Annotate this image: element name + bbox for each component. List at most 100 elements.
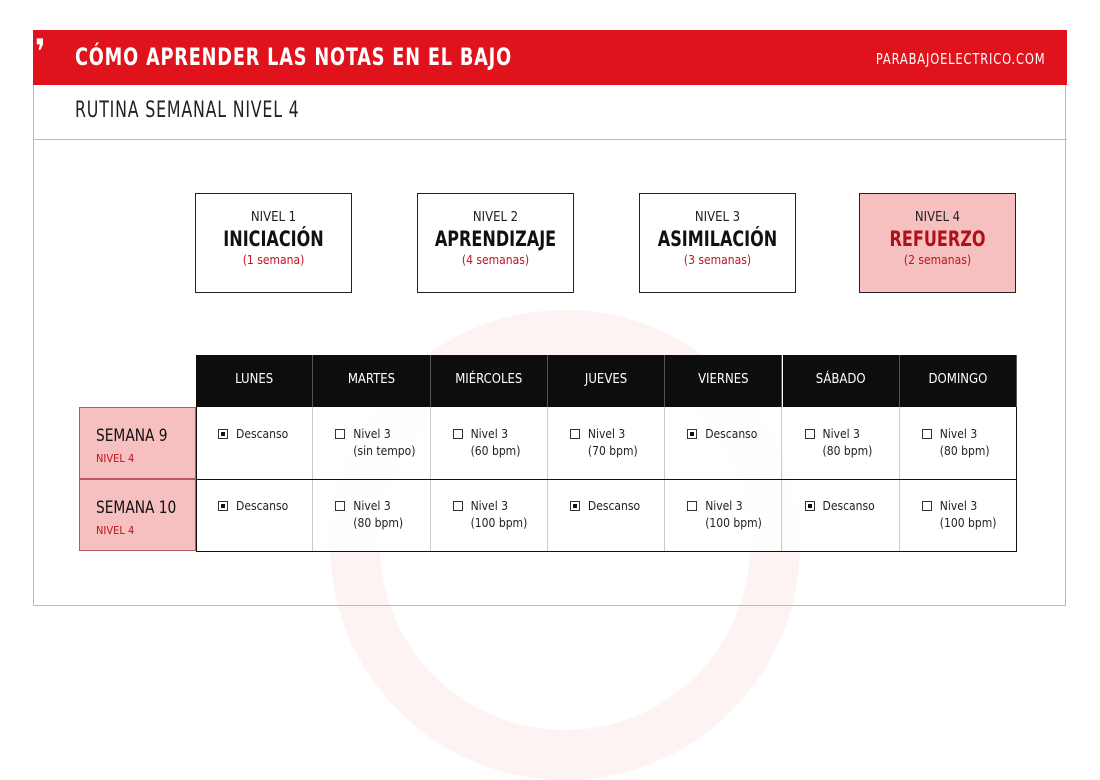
tempo: (80 bpm) [353, 516, 404, 530]
level-card: NIVEL 2 APRENDIZAJE (4 semanas) [417, 193, 574, 293]
checkbox[interactable] [804, 429, 815, 439]
day-header: LUNES [196, 355, 314, 407]
checkbox[interactable] [335, 501, 346, 511]
checkbox[interactable] [218, 429, 228, 439]
checkbox[interactable] [921, 429, 932, 439]
day-header: SÁBADO [782, 355, 900, 407]
schedule-cell: Nivel 3 (100 bpm) [899, 479, 1018, 551]
schedule-cell: Nivel 3 (100 bpm) [665, 479, 783, 551]
level-card: NIVEL 4 REFUERZO (2 semanas) [859, 193, 1016, 293]
checkbox[interactable] [218, 501, 228, 511]
level-card: NIVEL 3 ASIMILACIÓN (3 semanas) [639, 193, 796, 293]
cell-text: Descanso [823, 498, 875, 515]
level-name: APRENDIZAJE [434, 227, 557, 251]
schedule-cell: Nivel 3 (70 bpm) [547, 407, 666, 479]
row-divider [196, 479, 1017, 480]
cell-text: Nivel 3 (80 bpm) [823, 426, 873, 460]
week-level: NIVEL 4 [96, 452, 135, 465]
day-header: MARTES [313, 355, 431, 407]
schedule-cell: Descanso [782, 479, 900, 551]
activity: Descanso [236, 427, 289, 441]
level-name: INICIACIÓN [223, 227, 324, 251]
schedule-cell: Descanso [665, 407, 783, 479]
tempo: (60 bpm) [470, 444, 521, 458]
week-label: SEMANA 10 NIVEL 4 [79, 479, 196, 551]
tempo: (sin tempo) [353, 444, 416, 458]
bass-clef-icon: ❜ [35, 32, 46, 72]
activity: Descanso [236, 499, 289, 513]
checkbox[interactable] [452, 429, 463, 439]
cell-text: Nivel 3 (80 bpm) [353, 498, 403, 532]
level-duration: (1 semana) [242, 253, 305, 267]
checkbox[interactable] [452, 501, 463, 511]
checkbox[interactable] [687, 429, 698, 439]
activity: Nivel 3 [939, 499, 978, 513]
cell-text: Nivel 3 (sin tempo) [353, 426, 415, 460]
level-card: NIVEL 1 INICIACIÓN (1 semana) [195, 193, 352, 293]
checkbox[interactable] [921, 501, 932, 511]
site-link[interactable]: PARABAJOELECTRICO.COM [875, 50, 1045, 68]
schedule-cell: Descanso [547, 479, 666, 551]
activity: Nivel 3 [470, 499, 508, 513]
tempo: (70 bpm) [587, 444, 638, 458]
activity: Nivel 3 [470, 427, 508, 441]
schedule-cell: Descanso [196, 479, 314, 551]
schedule-cell: Nivel 3 (sin tempo) [313, 407, 431, 479]
activity: Nivel 3 [587, 427, 626, 441]
cell-text: Nivel 3 (60 bpm) [471, 426, 521, 460]
schedule-cell: Nivel 3 (80 bpm) [782, 407, 900, 479]
cell-text: Descanso [236, 498, 288, 515]
level-number: NIVEL 1 [250, 210, 297, 225]
activity: Nivel 3 [822, 427, 860, 441]
week-name: SEMANA 10 [96, 498, 177, 518]
tempo: (100 bpm) [470, 516, 528, 530]
level-number: NIVEL 2 [472, 210, 519, 225]
activity: Descanso [822, 499, 875, 513]
week-name: SEMANA 9 [96, 426, 168, 446]
checkbox[interactable] [687, 501, 698, 511]
schedule-cell: Nivel 3 (100 bpm) [430, 479, 548, 551]
checkbox[interactable] [804, 501, 815, 511]
cell-text: Nivel 3 (100 bpm) [940, 498, 997, 532]
cell-text: Descanso [588, 498, 640, 515]
divider [33, 139, 1067, 140]
level-name: ASIMILACIÓN [657, 227, 778, 251]
activity: Nivel 3 [353, 499, 391, 513]
cell-text: Descanso [705, 426, 757, 443]
subtitle: RUTINA SEMANAL NIVEL 4 [75, 98, 300, 123]
schedule-cell: Descanso [196, 407, 314, 479]
activity: Nivel 3 [939, 427, 978, 441]
header-bar: ❜ CÓMO APRENDER LAS NOTAS EN EL BAJO PAR… [33, 30, 1067, 85]
level-duration: (3 semanas) [683, 253, 752, 267]
cell-text: Descanso [236, 426, 288, 443]
day-header: VIERNES [665, 355, 783, 407]
day-header: MIÉRCOLES [430, 355, 548, 407]
level-name: REFUERZO [889, 227, 986, 251]
level-duration: (4 semanas) [461, 253, 530, 267]
level-duration: (2 semanas) [903, 253, 972, 267]
tempo: (80 bpm) [822, 444, 873, 458]
schedule-cell: Nivel 3 (80 bpm) [899, 407, 1018, 479]
level-number: NIVEL 3 [694, 210, 741, 225]
checkbox[interactable] [335, 429, 346, 439]
activity: Nivel 3 [705, 499, 743, 513]
cell-text: Nivel 3 (80 bpm) [940, 426, 990, 460]
day-header: DOMINGO [899, 355, 1018, 407]
activity: Descanso [705, 427, 758, 441]
level-number: NIVEL 4 [914, 210, 961, 225]
schedule-cell: Nivel 3 (60 bpm) [430, 407, 548, 479]
week-level: NIVEL 4 [96, 524, 135, 537]
page-title: CÓMO APRENDER LAS NOTAS EN EL BAJO [75, 43, 512, 71]
cell-text: Nivel 3 (70 bpm) [588, 426, 638, 460]
cell-text: Nivel 3 (100 bpm) [471, 498, 528, 532]
schedule-cell: Nivel 3 (80 bpm) [313, 479, 431, 551]
tempo: (100 bpm) [705, 516, 762, 530]
checkbox[interactable] [569, 501, 580, 511]
day-header: JUEVES [547, 355, 666, 407]
card-frame [33, 30, 1066, 606]
checkbox[interactable] [569, 429, 580, 439]
tempo: (100 bpm) [939, 516, 997, 530]
cell-text: Nivel 3 (100 bpm) [705, 498, 762, 532]
activity: Descanso [587, 499, 641, 513]
week-label: SEMANA 9 NIVEL 4 [79, 407, 196, 479]
